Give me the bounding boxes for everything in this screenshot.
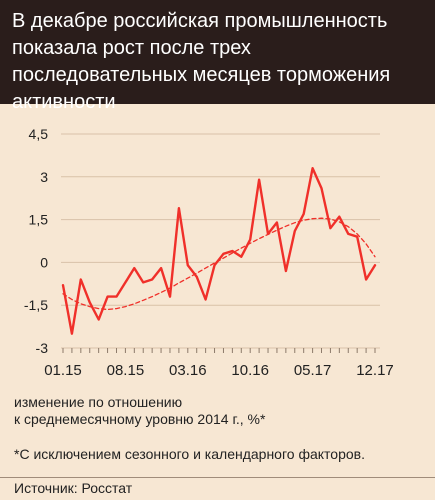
chart-header: В декабре российская промышленность пока… <box>0 0 435 113</box>
x-tick-label: 10.16 <box>231 362 269 379</box>
y-tick-label: -1,5 <box>24 297 48 313</box>
x-tick-label: 03.16 <box>169 362 207 379</box>
y-tick-label: 4,5 <box>29 126 49 142</box>
data-line <box>61 166 377 335</box>
y-tick-label: 1,5 <box>29 212 49 228</box>
divider <box>0 477 435 478</box>
y-tick-label: -3 <box>36 340 49 356</box>
y-tick-label: 0 <box>40 254 48 270</box>
footnote: *С исключением сезонного и календарного … <box>14 446 365 462</box>
x-tick-label: 05.17 <box>294 362 332 379</box>
chart-area: 4,5 3 1,5 0 -1,5 -3 01.15 08.15 03.16 10.16 05.17 1… <box>0 104 435 394</box>
units-line-2: к среднемесячному уровню 2014 г., %* <box>14 411 266 427</box>
x-tick-label: 12.17 <box>356 362 394 379</box>
x-tick-label: 01.15 <box>44 362 82 379</box>
y-tick-label: 3 <box>40 169 48 185</box>
line-chart: 4,5 3 1,5 0 -1,5 -3 01.15 08.15 03.16 10.16 05.17 1… <box>24 126 394 379</box>
units-line-1: изменение по отношению <box>14 394 183 410</box>
trend-line <box>62 217 376 311</box>
x-tick-label: 08.15 <box>107 362 145 379</box>
chart-title: В декабре российская промышленность пока… <box>12 10 391 113</box>
units-note: изменение по отношению к среднемесячному… <box>14 394 314 428</box>
source-label: Источник: Росстат <box>14 480 133 496</box>
